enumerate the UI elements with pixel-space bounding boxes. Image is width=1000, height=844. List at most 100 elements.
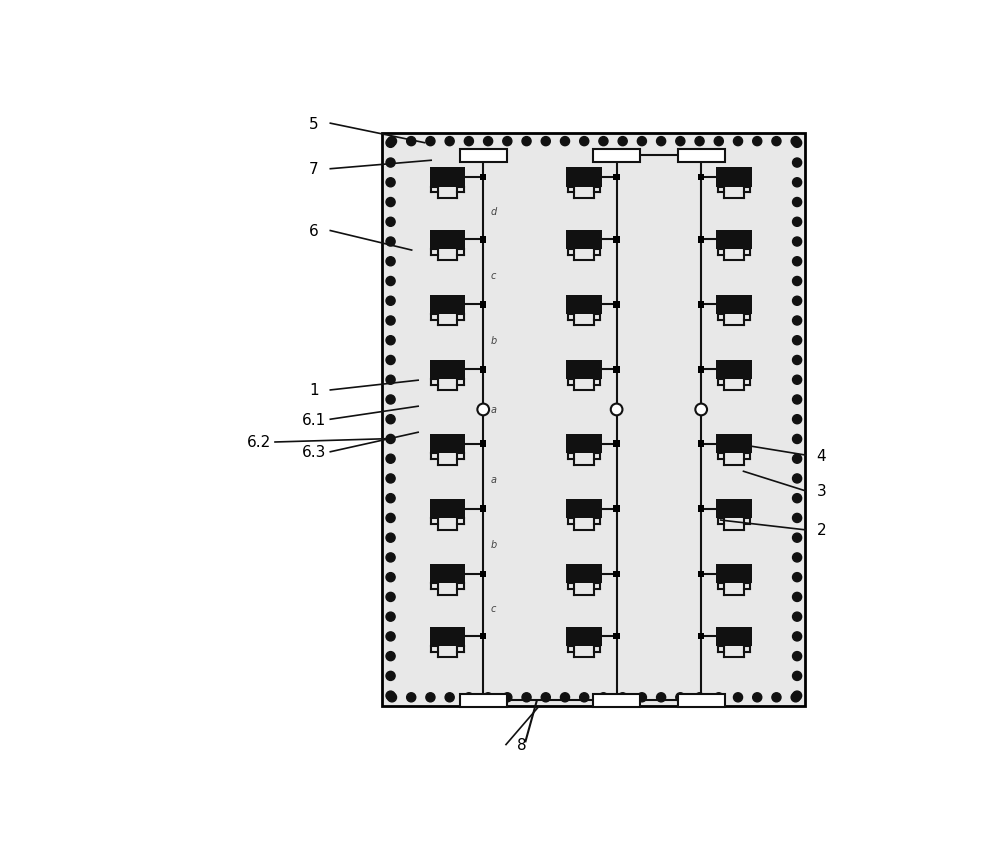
Circle shape bbox=[386, 455, 395, 463]
Bar bbox=[698, 237, 704, 243]
Bar bbox=[566, 168, 602, 187]
Bar bbox=[480, 302, 486, 308]
Circle shape bbox=[637, 138, 646, 147]
Circle shape bbox=[676, 693, 685, 702]
Text: 4: 4 bbox=[817, 448, 826, 463]
Circle shape bbox=[618, 693, 627, 702]
Circle shape bbox=[386, 533, 395, 543]
Circle shape bbox=[599, 693, 608, 702]
Text: b: b bbox=[491, 335, 497, 345]
Bar bbox=[566, 230, 602, 250]
Bar bbox=[430, 168, 465, 187]
Circle shape bbox=[387, 693, 397, 702]
Circle shape bbox=[464, 138, 473, 147]
Circle shape bbox=[714, 693, 723, 702]
Bar bbox=[566, 500, 602, 519]
Bar bbox=[460, 694, 507, 707]
Bar bbox=[613, 633, 620, 640]
Circle shape bbox=[386, 494, 395, 503]
Circle shape bbox=[386, 179, 395, 187]
Circle shape bbox=[793, 139, 802, 149]
Text: d: d bbox=[491, 207, 497, 217]
Bar bbox=[678, 694, 725, 707]
Circle shape bbox=[793, 494, 802, 503]
Circle shape bbox=[793, 573, 802, 582]
Circle shape bbox=[386, 672, 395, 680]
Circle shape bbox=[386, 316, 395, 326]
Bar bbox=[716, 230, 752, 250]
Circle shape bbox=[793, 396, 802, 404]
Bar bbox=[698, 441, 704, 447]
Circle shape bbox=[386, 297, 395, 306]
Bar bbox=[698, 367, 704, 373]
Text: 2: 2 bbox=[817, 522, 826, 538]
Bar bbox=[613, 441, 620, 447]
Circle shape bbox=[793, 198, 802, 208]
Circle shape bbox=[541, 138, 550, 147]
Circle shape bbox=[386, 218, 395, 227]
Circle shape bbox=[657, 138, 666, 147]
Circle shape bbox=[386, 474, 395, 484]
Circle shape bbox=[793, 336, 802, 345]
Bar bbox=[430, 565, 465, 584]
Bar bbox=[716, 627, 752, 647]
Text: a: a bbox=[491, 474, 497, 484]
Bar bbox=[613, 506, 620, 512]
Bar bbox=[593, 149, 640, 162]
Circle shape bbox=[793, 514, 802, 523]
Circle shape bbox=[793, 356, 802, 365]
Circle shape bbox=[386, 376, 395, 385]
Bar bbox=[716, 360, 752, 380]
Bar bbox=[613, 237, 620, 243]
Circle shape bbox=[793, 218, 802, 227]
Circle shape bbox=[426, 693, 435, 702]
Circle shape bbox=[733, 693, 743, 702]
Circle shape bbox=[522, 693, 531, 702]
Circle shape bbox=[793, 435, 802, 444]
Circle shape bbox=[445, 693, 454, 702]
Circle shape bbox=[386, 415, 395, 425]
Circle shape bbox=[753, 138, 762, 147]
Bar bbox=[566, 565, 602, 584]
Circle shape bbox=[637, 693, 646, 702]
Text: b: b bbox=[491, 539, 497, 549]
Circle shape bbox=[386, 336, 395, 345]
Circle shape bbox=[793, 376, 802, 385]
Bar bbox=[698, 633, 704, 640]
Bar bbox=[566, 627, 602, 647]
Circle shape bbox=[793, 277, 802, 286]
Circle shape bbox=[733, 138, 743, 147]
Circle shape bbox=[503, 693, 512, 702]
Bar bbox=[613, 175, 620, 181]
Bar bbox=[460, 149, 507, 162]
Bar bbox=[480, 506, 486, 512]
Circle shape bbox=[387, 138, 397, 147]
Text: 1: 1 bbox=[309, 383, 319, 398]
Circle shape bbox=[714, 138, 723, 147]
Circle shape bbox=[793, 238, 802, 246]
Circle shape bbox=[791, 138, 800, 147]
Circle shape bbox=[772, 693, 781, 702]
Circle shape bbox=[793, 691, 802, 701]
Circle shape bbox=[386, 257, 395, 267]
Circle shape bbox=[791, 693, 800, 702]
Circle shape bbox=[386, 198, 395, 208]
Circle shape bbox=[386, 356, 395, 365]
Circle shape bbox=[793, 672, 802, 680]
Text: 6.3: 6.3 bbox=[302, 445, 326, 460]
Circle shape bbox=[386, 553, 395, 562]
Circle shape bbox=[793, 257, 802, 267]
Circle shape bbox=[676, 138, 685, 147]
Bar bbox=[716, 435, 752, 454]
Bar bbox=[698, 175, 704, 181]
Bar bbox=[566, 435, 602, 454]
Circle shape bbox=[560, 138, 570, 147]
Circle shape bbox=[753, 693, 762, 702]
Text: 8: 8 bbox=[517, 737, 527, 752]
Circle shape bbox=[580, 138, 589, 147]
Bar bbox=[430, 435, 465, 454]
Text: 6: 6 bbox=[309, 224, 319, 239]
Bar bbox=[480, 571, 486, 577]
Circle shape bbox=[793, 316, 802, 326]
Circle shape bbox=[426, 138, 435, 147]
